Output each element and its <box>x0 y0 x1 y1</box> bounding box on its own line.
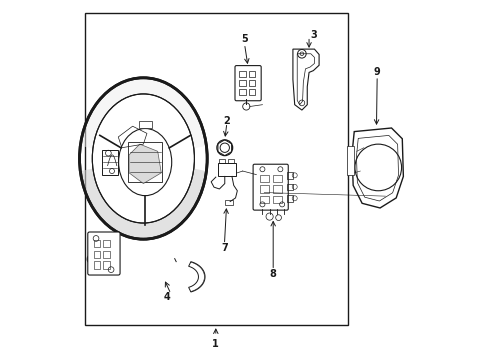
Bar <box>103 261 109 269</box>
Text: 1: 1 <box>212 339 219 349</box>
Bar <box>259 196 268 203</box>
Bar <box>286 172 293 179</box>
Bar <box>273 196 282 203</box>
FancyBboxPatch shape <box>235 66 261 101</box>
Text: 3: 3 <box>309 30 316 40</box>
Bar <box>103 240 109 247</box>
Bar <box>239 71 245 77</box>
Bar <box>273 175 282 182</box>
Bar <box>259 175 268 182</box>
Bar <box>286 184 293 190</box>
Bar <box>248 80 255 86</box>
Text: 9: 9 <box>373 67 380 77</box>
Bar <box>248 89 255 95</box>
Ellipse shape <box>119 129 171 195</box>
Polygon shape <box>80 168 206 239</box>
Polygon shape <box>129 144 161 184</box>
Bar <box>259 185 268 193</box>
FancyBboxPatch shape <box>253 164 287 210</box>
Text: 5: 5 <box>241 35 247 44</box>
Bar <box>219 159 224 163</box>
Bar <box>139 121 151 128</box>
Text: 2: 2 <box>223 116 230 126</box>
Ellipse shape <box>92 94 194 223</box>
Bar <box>239 89 245 95</box>
Text: 6: 6 <box>86 255 92 265</box>
Text: 4: 4 <box>163 292 170 302</box>
Bar <box>273 185 282 193</box>
Text: 8: 8 <box>269 269 276 279</box>
Bar <box>94 251 100 258</box>
Bar <box>217 163 235 176</box>
Bar <box>228 159 233 163</box>
Bar <box>248 71 255 77</box>
Polygon shape <box>80 78 206 148</box>
Bar <box>103 251 109 258</box>
Bar <box>239 80 245 86</box>
Bar <box>94 240 100 247</box>
Bar <box>94 261 100 269</box>
Text: 7: 7 <box>221 243 227 253</box>
FancyBboxPatch shape <box>88 232 120 275</box>
Bar <box>225 200 232 205</box>
Bar <box>128 142 162 182</box>
Circle shape <box>217 140 232 156</box>
Bar <box>346 146 353 175</box>
Bar <box>102 149 118 175</box>
Bar <box>85 13 348 325</box>
Bar <box>286 195 293 202</box>
